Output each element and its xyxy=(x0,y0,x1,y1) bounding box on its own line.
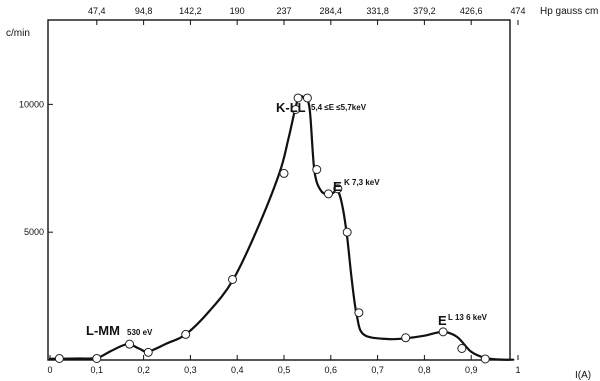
x-tick-label: 0,2 xyxy=(137,365,150,375)
x-tick-label: 0,9 xyxy=(465,365,478,375)
data-point xyxy=(401,333,411,343)
data-point xyxy=(457,343,467,353)
data-point xyxy=(291,104,301,114)
x-tick-label: 0,7 xyxy=(371,365,384,375)
top-tick-label: 237 xyxy=(276,6,291,16)
x-axis-label: I(A) xyxy=(575,370,591,381)
annotation-kll: K-LL 5,4 ≤E ≤5,7keV xyxy=(276,100,367,115)
y-tick-label: 5000 xyxy=(24,227,44,237)
data-point xyxy=(293,93,303,103)
x-tick-label: 0 xyxy=(47,365,52,375)
annotation-ek-label: E xyxy=(333,179,342,194)
x-tick-label: 0,4 xyxy=(231,365,244,375)
data-point xyxy=(354,308,364,318)
top-tick-label: 190 xyxy=(230,6,245,16)
top-tick-label: 379,2 xyxy=(413,6,436,16)
x-tick-label: 0,3 xyxy=(184,365,197,375)
annotation-ek: E K 7,3 keV xyxy=(333,178,380,194)
top-axis-label: Hp gauss cm xyxy=(540,6,598,17)
data-point xyxy=(279,168,289,178)
data-point xyxy=(480,354,490,364)
data-points xyxy=(54,93,490,364)
data-point xyxy=(312,165,322,175)
annotation-ek-sub: K 7,3 keV xyxy=(344,178,380,187)
data-point xyxy=(342,227,352,237)
x-tick-label: 0,6 xyxy=(325,365,338,375)
data-point xyxy=(54,353,64,363)
y-axis-label: c/min xyxy=(6,28,30,39)
x-tick-label: 0,5 xyxy=(278,365,291,375)
top-tick-label: 426,6 xyxy=(460,6,483,16)
x-axis-ticks: 0 0,1 0,2 0,3 0,4 0,5 0,6 0,7 0,8 0,9 1 xyxy=(47,355,521,375)
data-point xyxy=(438,327,448,337)
annotation-el-label: E xyxy=(438,313,447,328)
top-tick-label: 474 xyxy=(510,6,525,16)
annotation-kll-sub: 5,4 ≤E ≤5,7keV xyxy=(311,103,367,112)
annotation-kll-label: K-LL xyxy=(276,100,306,115)
annotation-lmm-sub: 530 eV xyxy=(127,328,153,337)
annotation-lmm-label: L-MM xyxy=(86,323,120,338)
y-axis-ticks: 5000 10000 xyxy=(19,99,53,237)
data-point xyxy=(92,353,102,363)
top-tick-label: 142,2 xyxy=(179,6,202,16)
data-point xyxy=(323,189,333,199)
data-point xyxy=(333,184,343,194)
data-point xyxy=(228,274,238,284)
plot-frame xyxy=(47,19,511,361)
annotation-el-sub: L 13 6 keV xyxy=(448,313,488,322)
top-tick-label: 284,4 xyxy=(320,6,343,16)
data-point xyxy=(143,347,153,357)
x-tick-label: 0,1 xyxy=(91,365,104,375)
data-point xyxy=(181,329,191,339)
top-tick-label: 47,4 xyxy=(88,6,106,16)
data-point xyxy=(125,339,135,349)
top-axis-ticks: 47,4 94,8 142,2 190 237 284,4 331,8 379,2 426,6 4… xyxy=(88,6,526,25)
annotation-el: E L 13 6 keV xyxy=(438,313,488,328)
top-tick-label: 94,8 xyxy=(135,6,153,16)
x-tick-label: 0,8 xyxy=(418,365,431,375)
series-line xyxy=(48,94,515,361)
x-tick-label: 1 xyxy=(515,365,520,375)
top-tick-label: 331,8 xyxy=(366,6,389,16)
annotation-lmm: L-MM 530 eV xyxy=(86,323,153,338)
y-tick-label: 10000 xyxy=(19,99,44,109)
data-point xyxy=(302,93,312,103)
